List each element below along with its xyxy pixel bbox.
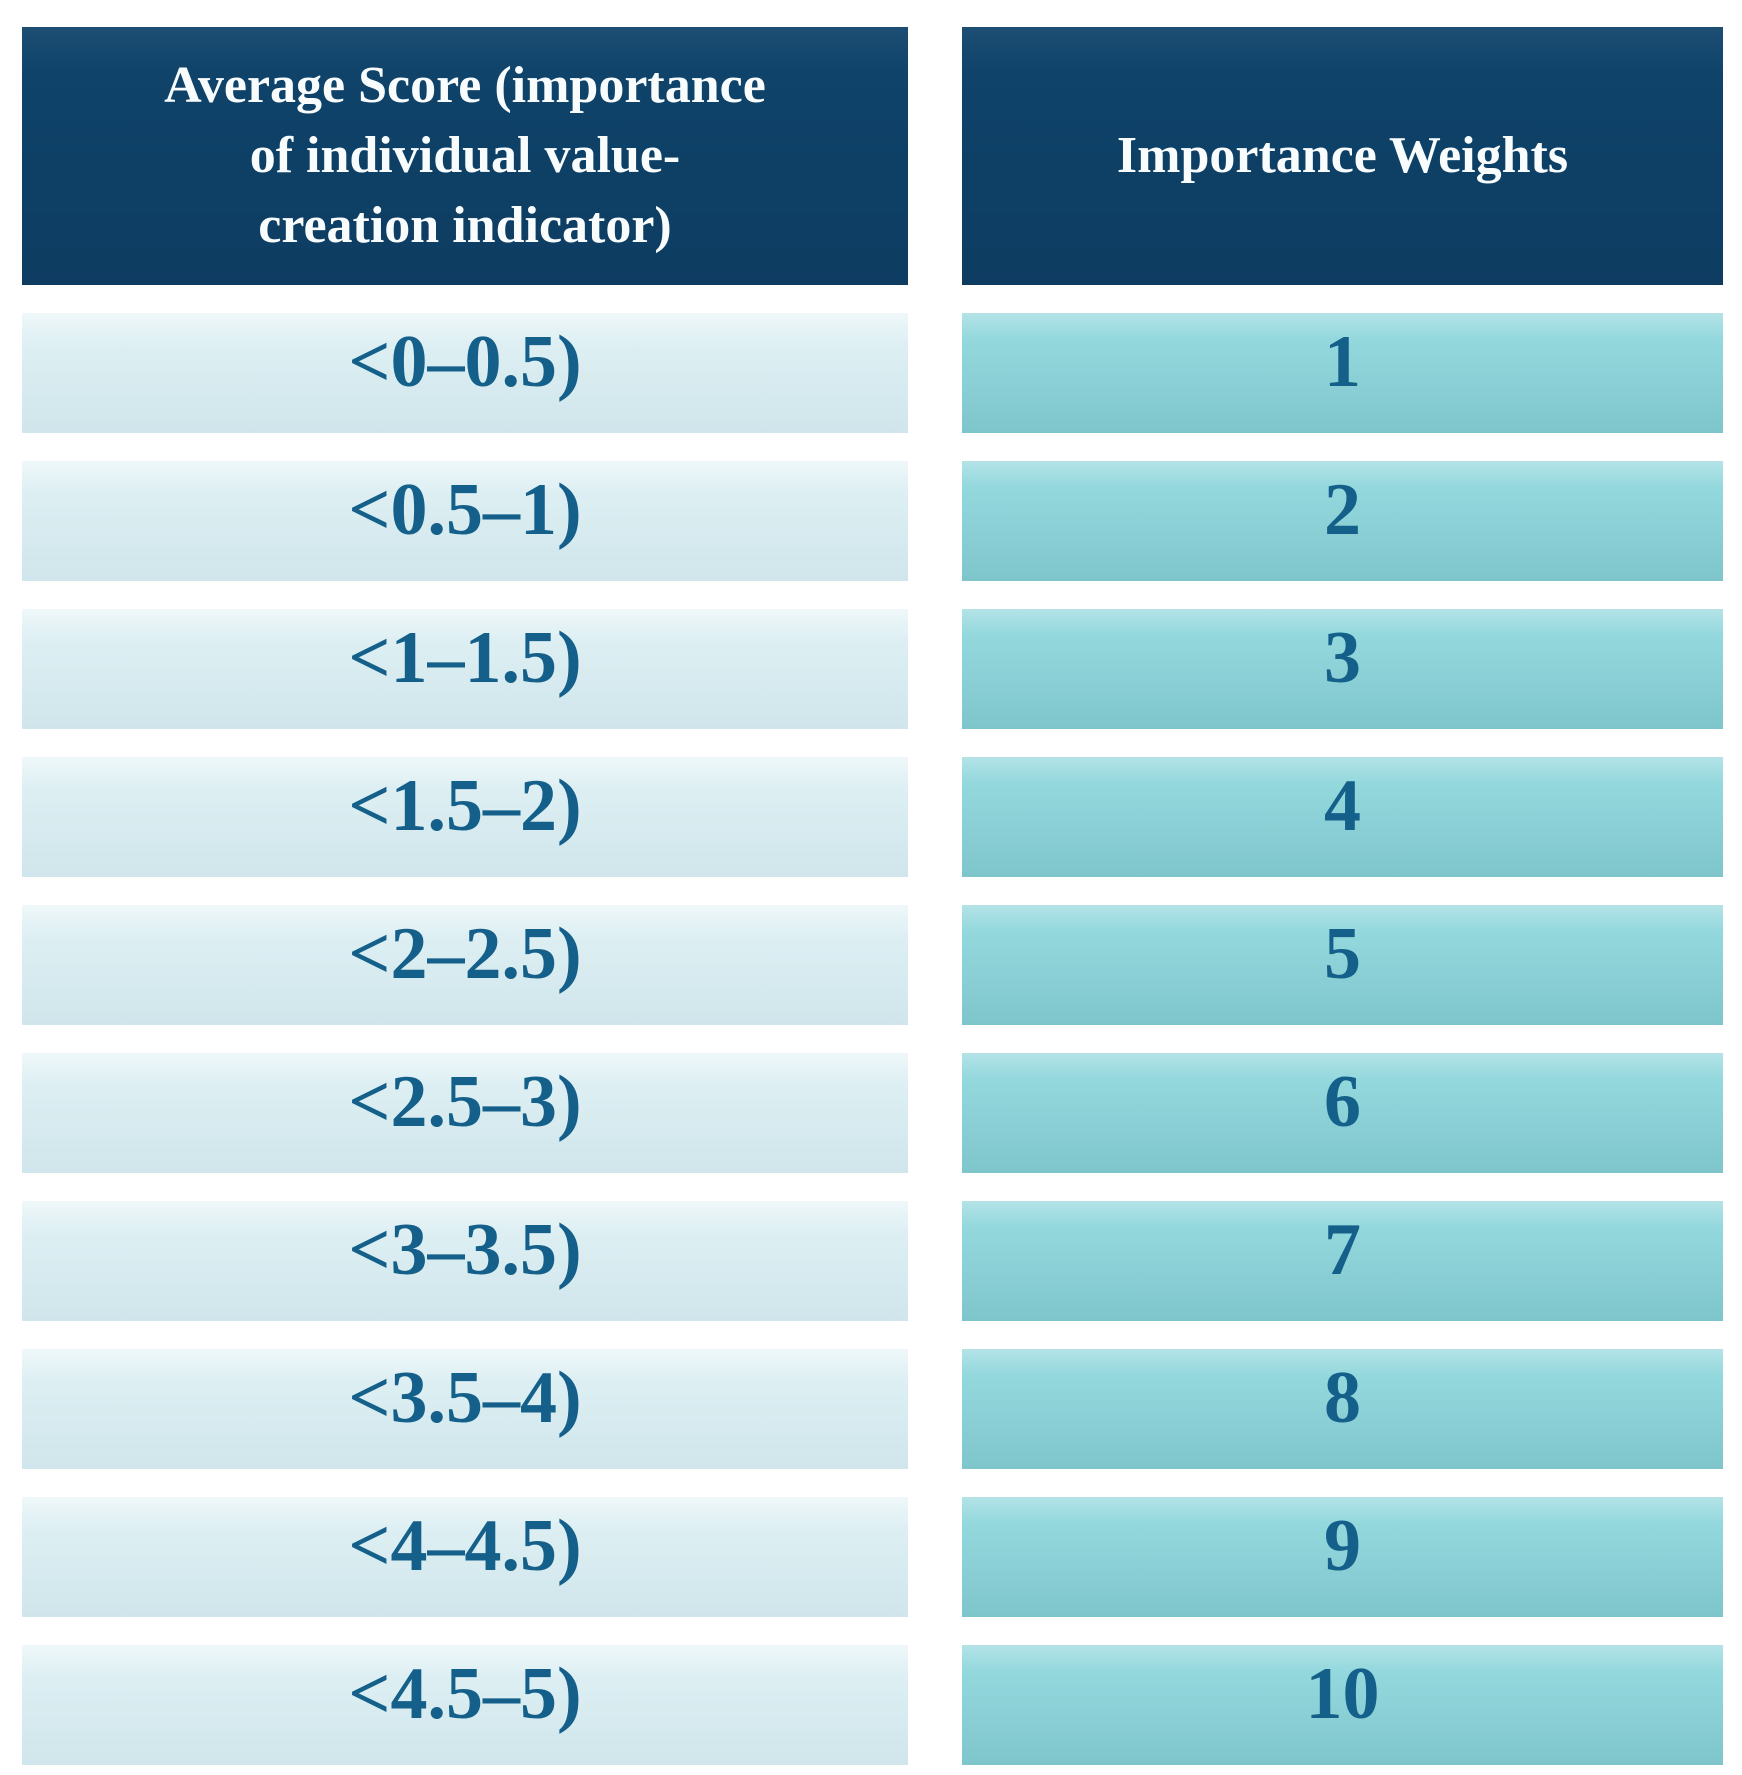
score-column-header: Average Score (importance of individual … xyxy=(22,27,908,285)
score-range-cell: <2.5–3) xyxy=(22,1053,908,1173)
weight-cell: 4 xyxy=(962,757,1723,877)
weight-cell: 5 xyxy=(962,905,1723,1025)
score-range-cell: <1.5–2) xyxy=(22,757,908,877)
weight-cell: 3 xyxy=(962,609,1723,729)
weight-cell: 6 xyxy=(962,1053,1723,1173)
score-range-cell: <1–1.5) xyxy=(22,609,908,729)
weight-cell: 2 xyxy=(962,461,1723,581)
score-range-cell: <0.5–1) xyxy=(22,461,908,581)
table-grid: Average Score (importance of individual … xyxy=(22,27,1742,1765)
weight-cell: 8 xyxy=(962,1349,1723,1469)
weight-cell: 1 xyxy=(962,313,1723,433)
score-range-cell: <3–3.5) xyxy=(22,1201,908,1321)
weight-cell: 10 xyxy=(962,1645,1723,1765)
score-range-cell: <4–4.5) xyxy=(22,1497,908,1617)
score-range-cell: <4.5–5) xyxy=(22,1645,908,1765)
score-range-cell: <0–0.5) xyxy=(22,313,908,433)
weights-column-header: Importance Weights xyxy=(962,27,1723,285)
weight-cell: 9 xyxy=(962,1497,1723,1617)
score-range-cell: <2–2.5) xyxy=(22,905,908,1025)
weight-cell: 7 xyxy=(962,1201,1723,1321)
score-range-cell: <3.5–4) xyxy=(22,1349,908,1469)
